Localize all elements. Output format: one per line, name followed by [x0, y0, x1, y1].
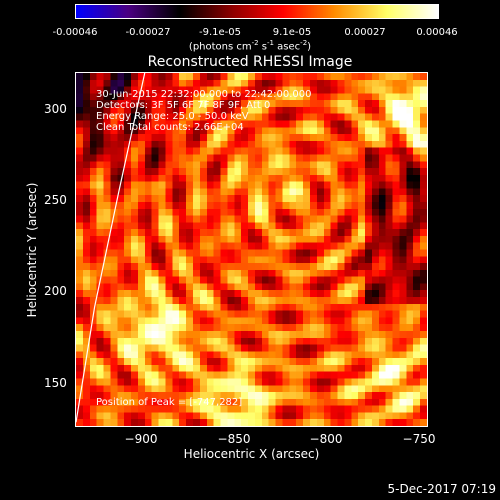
y-tick-label: 200: [44, 284, 67, 298]
colorbar-tick-label: -0.00027: [125, 27, 171, 38]
peak-position-label: Position of Peak = [-747,282]: [96, 397, 243, 408]
colorbar-tick-label: 9.1e-05: [272, 27, 312, 38]
info-detectors: Detectors: 3F 5F 6F 7F 8F 9F, Att 0: [96, 100, 271, 111]
x-tick-label: −900: [124, 432, 158, 446]
colorbar-tick-label: -9.1e-05: [199, 27, 241, 38]
colorbar-tick-label: -0.00046: [52, 27, 98, 38]
y-axis-label: Heliocentric Y (arcsec): [25, 182, 39, 318]
colorbar-tick-label: 0.00027: [344, 27, 386, 38]
x-tick-label: −750: [402, 432, 436, 446]
info-total-counts: Clean Total counts: 2.66E+04: [96, 122, 244, 133]
y-tick-label: 150: [44, 376, 67, 390]
colorbar: [75, 4, 439, 19]
y-tick-label: 250: [44, 193, 67, 207]
colorbar-unit-label: (photons cm-2 s-1 asec-2): [188, 39, 312, 53]
limb-overlay: [76, 73, 146, 423]
chart-title: Reconstructed RHESSI Image: [147, 54, 353, 70]
solar-limb-line: [76, 73, 146, 423]
x-tick-label: −850: [217, 432, 251, 446]
heatmap-plot: 30-Jun-2015 22:32:00.000 to 22:42:00.000…: [75, 72, 428, 427]
info-time-range: 30-Jun-2015 22:32:00.000 to 22:42:00.000: [96, 89, 312, 100]
colorbar-tick-label: 0.00046: [416, 27, 458, 38]
plot-date-stamp: 5-Dec-2017 07:19: [387, 482, 496, 496]
y-tick-label: 300: [44, 102, 67, 116]
x-axis-label: Heliocentric X (arcsec): [183, 447, 320, 461]
heatmap-image: [76, 73, 427, 426]
x-tick-label: −800: [309, 432, 343, 446]
info-energy-range: Energy Range: 25.0 - 50.0 keV: [96, 111, 249, 122]
